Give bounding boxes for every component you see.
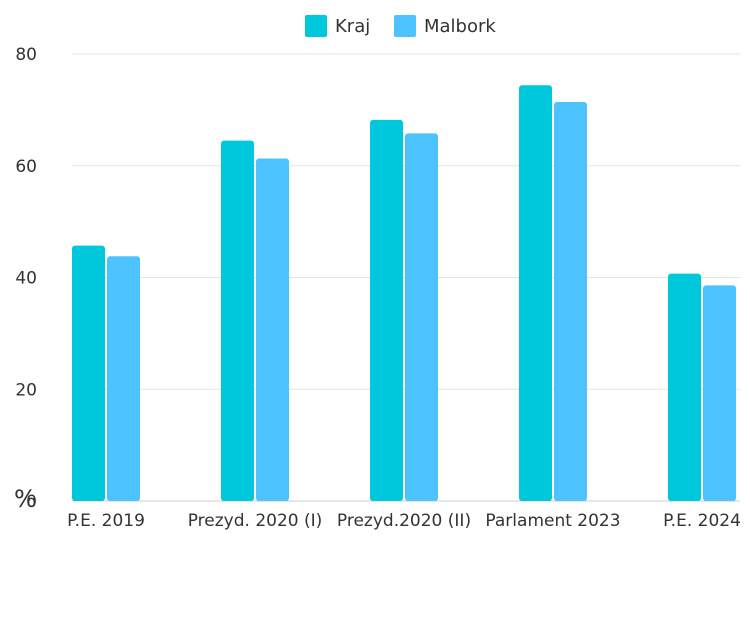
legend: Kraj Malbork <box>305 15 496 37</box>
bar-kraj-0 <box>72 245 105 501</box>
x-tick-label: P.E. 2024 <box>663 511 741 531</box>
y-tick-label: 20 <box>15 380 37 400</box>
x-tick-label: Parlament 2023 <box>485 511 620 531</box>
bar-malbork-3 <box>554 102 587 502</box>
bar-malbork-0 <box>107 256 140 501</box>
bar-kraj-3 <box>519 85 552 501</box>
bar-kraj-4 <box>668 273 701 501</box>
y-tick-label: 0 <box>26 492 37 512</box>
legend-label-malbork: Malbork <box>424 16 496 37</box>
legend-swatch-malbork <box>394 15 416 37</box>
bars <box>72 85 736 502</box>
x-tick-label: Prezyd. 2020 (I) <box>188 511 323 531</box>
x-tick-label: Prezyd.2020 (II) <box>337 511 471 531</box>
bar-kraj-2 <box>370 119 403 502</box>
legend-label-kraj: Kraj <box>335 16 370 37</box>
y-tick-label: 40 <box>15 269 37 289</box>
x-axis: P.E. 2019 Prezyd. 2020 (I) Prezyd.2020 (II… <box>67 511 741 531</box>
unit-label: % <box>14 485 37 513</box>
legend-swatch-kraj <box>305 15 327 37</box>
bar-kraj-1 <box>221 140 254 501</box>
bar-malbork-1 <box>256 158 289 501</box>
y-tick-label: 60 <box>15 157 37 177</box>
y-tick-label: 80 <box>15 45 37 65</box>
x-tick-label: P.E. 2019 <box>67 511 145 531</box>
bar-malbork-2 <box>405 133 438 501</box>
y-axis: 0 20 40 60 80 <box>15 45 37 512</box>
bar-malbork-4 <box>703 285 736 501</box>
